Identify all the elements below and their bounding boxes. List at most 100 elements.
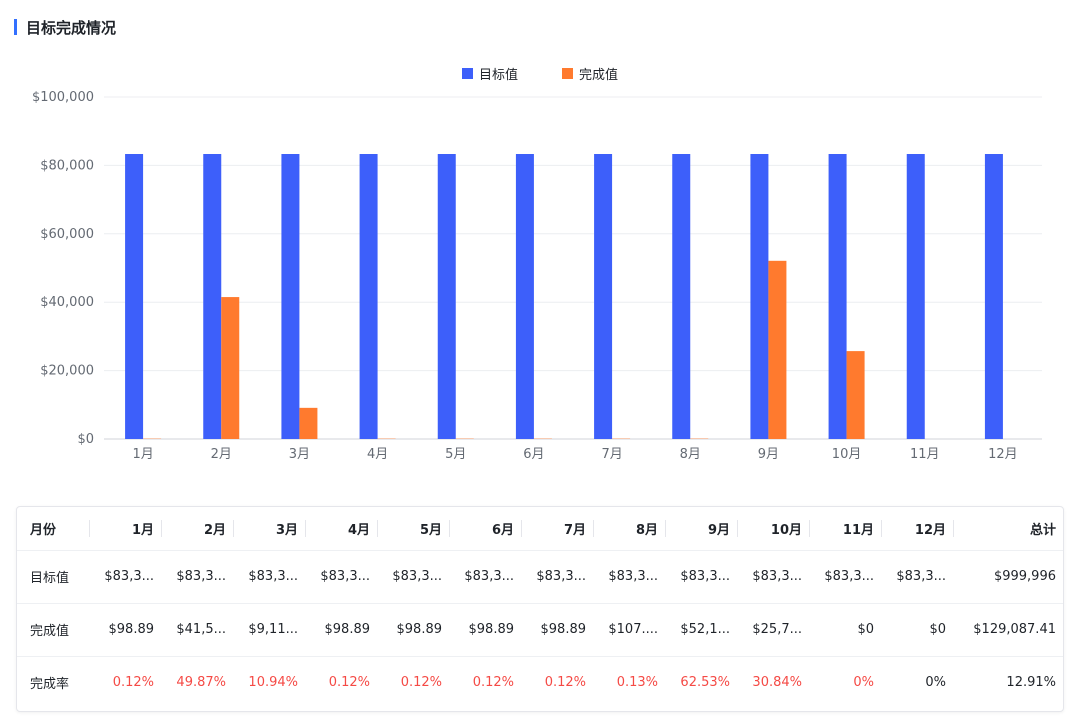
y-tick-label: $20,000: [40, 364, 94, 379]
table-row: 完成值 $98.89 $41,5... $9,11... $98.89 $98.89 $98…: [17, 603, 1063, 656]
x-tick-label: 11月: [910, 447, 940, 462]
x-tick-label: 2月: [211, 447, 232, 462]
x-tick-label: 6月: [523, 447, 544, 462]
table-cell: $83,3...: [608, 569, 658, 584]
table-cell: $83,3...: [536, 569, 586, 584]
table-cell: $83,3...: [824, 569, 874, 584]
x-tick-label: 9月: [758, 447, 779, 462]
table-header-text: 10月: [770, 522, 802, 538]
table-cell: $98.89: [324, 622, 371, 637]
table-header-cell: 9月: [665, 507, 737, 550]
chart-legend: 目标值 完成值: [0, 64, 1080, 83]
table-cell: 0.12%: [112, 675, 154, 691]
table-row-label: 完成值: [30, 624, 70, 639]
y-tick-label: $60,000: [40, 227, 94, 242]
legend-label-target: 目标值: [478, 68, 518, 83]
column-separator: [377, 520, 378, 537]
column-separator: [89, 520, 90, 537]
table-header-cell: 4月: [305, 507, 377, 550]
target-bar: [203, 154, 222, 439]
target-bar: [828, 154, 847, 439]
table-header-cell: 8月: [593, 507, 665, 550]
table-header-cell: 5月: [377, 507, 449, 550]
column-separator: [881, 520, 882, 537]
legend-item-target[interactable]: 目标值: [461, 64, 518, 83]
legend-item-actual[interactable]: 完成值: [562, 64, 618, 83]
target-bar: [594, 154, 613, 439]
table-cell: 0.12%: [328, 675, 370, 691]
column-separator: [809, 520, 810, 537]
table-header-text: 6月: [491, 522, 514, 538]
table-cell: 0.12%: [472, 675, 514, 691]
table-cell: $83,3...: [752, 569, 802, 584]
target-bar: [437, 154, 456, 439]
table-header-cell: 3月: [233, 507, 305, 550]
x-tick-label: 10月: [832, 447, 862, 462]
x-tick-label: 8月: [680, 447, 701, 462]
table-cell: $83,3...: [896, 569, 946, 584]
column-separator: [521, 520, 522, 537]
table-header-text: 2月: [203, 522, 226, 538]
table-cell: $83,3...: [248, 569, 298, 584]
target-bar: [906, 154, 925, 439]
table-cell: $98.89: [540, 622, 587, 637]
x-tick-label: 7月: [601, 447, 622, 462]
table-header-text: 5月: [419, 522, 442, 538]
table-header-text: 4月: [347, 522, 370, 538]
table-header-row: 月份 1月 2月 3月 4月 5月 6月 7月 8月 9月 10月 11月 12月 总计: [17, 507, 1063, 550]
table-cell: $83,3...: [680, 569, 730, 584]
table-header-cell: 2月: [161, 507, 233, 550]
actual-bar: [846, 351, 865, 439]
column-separator: [233, 520, 234, 537]
table-header-text: 12月: [914, 522, 946, 538]
summary-table: 月份 1月 2月 3月 4月 5月 6月 7月 8月 9月 10月 11月 12月 总计 目标值 $83,3…: [17, 507, 1063, 709]
table-cell: $98.89: [396, 622, 443, 637]
table-cell: 0%: [853, 675, 874, 691]
column-separator: [737, 520, 738, 537]
table-header-cell: 10月: [737, 507, 809, 550]
x-tick-label: 5月: [445, 447, 466, 462]
table-header-text: 1月: [131, 522, 154, 538]
column-separator: [305, 520, 306, 537]
summary-table-card: 月份 1月 2月 3月 4月 5月 6月 7月 8月 9月 10月 11月 12月 总计 目标值 $83,3…: [16, 506, 1064, 712]
column-separator: [593, 520, 594, 537]
table-cell: 49.87%: [176, 675, 226, 691]
table-header-label: 月份: [30, 522, 57, 538]
target-bar: [750, 154, 769, 439]
table-header-text: 8月: [635, 522, 658, 538]
table-cell: 62.53%: [680, 675, 730, 691]
table-row-label: 完成率: [30, 677, 70, 693]
legend-swatch-actual: [562, 68, 573, 79]
section-accent-bar: [14, 19, 17, 35]
table-header-cell: 11月: [809, 507, 881, 550]
y-tick-label: $0: [77, 432, 94, 447]
table-cell: $129,087.41: [973, 622, 1056, 637]
table-row: 完成率 0.12% 49.87% 10.94% 0.12% 0.12% 0.12% 0.12%…: [17, 656, 1063, 709]
y-tick-label: $100,000: [32, 90, 94, 105]
table-cell: $83,3...: [176, 569, 226, 584]
table-cell: $0: [929, 622, 946, 637]
table-header-text: 11月: [842, 522, 874, 538]
actual-bar: [221, 297, 240, 439]
y-tick-label: $80,000: [40, 158, 94, 173]
table-cell: $107....: [608, 622, 658, 637]
table-header-cell: 7月: [521, 507, 593, 550]
table-header-cell: 总计: [953, 507, 1063, 550]
column-separator: [161, 520, 162, 537]
legend-label-actual: 完成值: [579, 68, 619, 83]
table-header-cell: 1月: [89, 507, 161, 550]
target-bar: [672, 154, 691, 439]
table-cell: $83,3...: [464, 569, 514, 584]
table-cell: $9,11...: [248, 622, 298, 637]
x-tick-label: 12月: [988, 447, 1018, 462]
bar-chart: $0 $20,000 $40,000 $60,000 $80,000 $100,000 1月…: [32, 90, 1042, 462]
table-cell: 0.12%: [400, 675, 442, 691]
table-cell: $83,3...: [104, 569, 154, 584]
column-separator: [953, 520, 954, 537]
x-tick-label: 4月: [367, 447, 388, 462]
table-header-cell: 6月: [449, 507, 521, 550]
table-cell: $999,996: [993, 569, 1056, 584]
table-cell: $41,5...: [176, 622, 226, 637]
table-header-cell: 12月: [881, 507, 953, 550]
table-header-text: 7月: [563, 522, 586, 538]
